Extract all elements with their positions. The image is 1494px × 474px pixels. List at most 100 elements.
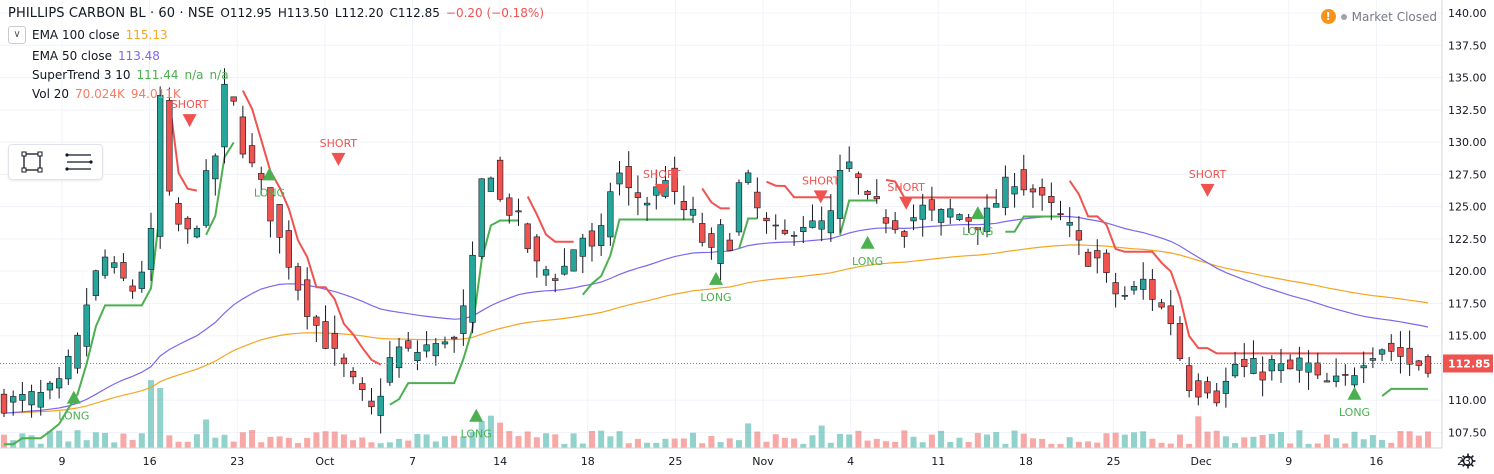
volume-bar (1112, 432, 1119, 448)
candle (1185, 356, 1193, 398)
down-arrow-icon (1200, 183, 1215, 197)
candle-body (432, 343, 439, 357)
volume-bar (625, 443, 632, 448)
warning-icon[interactable]: ! (1320, 9, 1336, 24)
candle (506, 193, 513, 224)
indicator-row-ema50[interactable]: EMA 50 close 113.48 (8, 49, 544, 63)
volume-bar (506, 431, 513, 448)
candle (1369, 347, 1377, 368)
menu-lines-icon[interactable] (64, 149, 94, 175)
y-tick-label: 120.00 (1448, 265, 1487, 278)
volume-bar (340, 434, 347, 448)
candle (441, 336, 449, 349)
volume-bar (864, 440, 871, 448)
candle (175, 197, 182, 232)
indicator-name: EMA 50 close (32, 49, 112, 63)
market-status-label: Market Closed (1351, 9, 1437, 24)
short-signal: SHORT (1189, 168, 1227, 197)
candle (1048, 182, 1055, 221)
candle (680, 185, 687, 220)
candle (910, 204, 917, 231)
candle-body (304, 279, 311, 317)
candle (892, 211, 899, 234)
status-dot-icon (1340, 13, 1347, 20)
candle (983, 194, 991, 238)
volume-bar (138, 433, 145, 448)
x-tick-label: 23 (230, 455, 244, 468)
candle (0, 388, 8, 417)
candle (1259, 356, 1266, 397)
candle (423, 331, 430, 358)
candle-body (515, 210, 522, 213)
candle-body (1314, 362, 1321, 376)
candle-body (138, 271, 145, 289)
volume-bar (616, 431, 623, 448)
volume-bar (239, 432, 246, 448)
indicator-row-supertrend[interactable]: SuperTrend 3 10 111.44 n/a n/a (8, 68, 544, 82)
candle (947, 198, 954, 225)
candle (92, 269, 100, 301)
candle-body (92, 270, 100, 296)
candle-body (533, 236, 540, 262)
candle (965, 213, 972, 233)
candle (55, 366, 63, 399)
volume-bar (313, 432, 320, 448)
candle-body (542, 269, 550, 276)
volume-bar (432, 441, 439, 448)
up-arrow-icon (262, 167, 277, 181)
volume-bar (1232, 443, 1239, 448)
settings-gear-icon[interactable] (1460, 453, 1476, 469)
volume-bar (451, 435, 458, 448)
candle (1084, 248, 1092, 267)
candle (552, 273, 559, 293)
candle-body (1351, 375, 1358, 386)
volume-bar (763, 441, 770, 448)
volume-bar (285, 437, 292, 448)
volume-bar (699, 443, 706, 448)
volume-bar (708, 435, 715, 448)
supertrend-up-line (738, 217, 758, 250)
candle-body (74, 334, 81, 369)
volume-bar (1360, 439, 1367, 448)
collapse-chevron-icon[interactable]: ∨ (8, 26, 26, 44)
candle (1397, 331, 1404, 374)
y-tick-label: 117.50 (1448, 297, 1487, 310)
candle (285, 220, 292, 280)
candle-body (1360, 365, 1367, 369)
candle (1415, 359, 1422, 371)
volume-bar (680, 438, 687, 448)
volume-bar (791, 438, 798, 448)
open-value: O112.95 (220, 6, 272, 20)
candle (1360, 351, 1367, 384)
candle-body (570, 249, 577, 272)
volume-bar (1333, 438, 1340, 448)
market-status[interactable]: ! Market Closed (1320, 9, 1437, 24)
candle-body (506, 197, 513, 216)
volume-bar (1075, 441, 1082, 448)
volume-bar (1314, 443, 1321, 448)
y-tick-label: 127.50 (1448, 168, 1487, 181)
indicator-row-ema100[interactable]: ∨ EMA 100 close 115.13 (8, 26, 544, 44)
volume-bar (1039, 438, 1046, 448)
volume-bar (644, 442, 651, 448)
indicator-row-volume[interactable]: Vol 20 70.024K 94.011K (8, 87, 544, 101)
close-value: C112.85 (389, 6, 440, 20)
candle (956, 213, 963, 222)
rectangle-select-icon[interactable] (17, 149, 47, 175)
candle-body (1029, 188, 1037, 193)
volume-bar (984, 434, 991, 448)
volume-bar (588, 431, 595, 448)
candle-body (184, 217, 191, 230)
candle-body (120, 262, 127, 279)
candle (101, 249, 109, 279)
volume-bar (515, 436, 522, 448)
symbol-title[interactable]: PHILLIPS CARBON BL · 60 · NSE (8, 6, 215, 21)
candle (184, 216, 191, 244)
candle-body (588, 230, 596, 247)
volume-bar (1259, 435, 1266, 448)
signal-label: SHORT (802, 174, 840, 187)
candle-body (1342, 374, 1349, 376)
volume-bar (690, 432, 697, 448)
candle-body (754, 191, 761, 209)
